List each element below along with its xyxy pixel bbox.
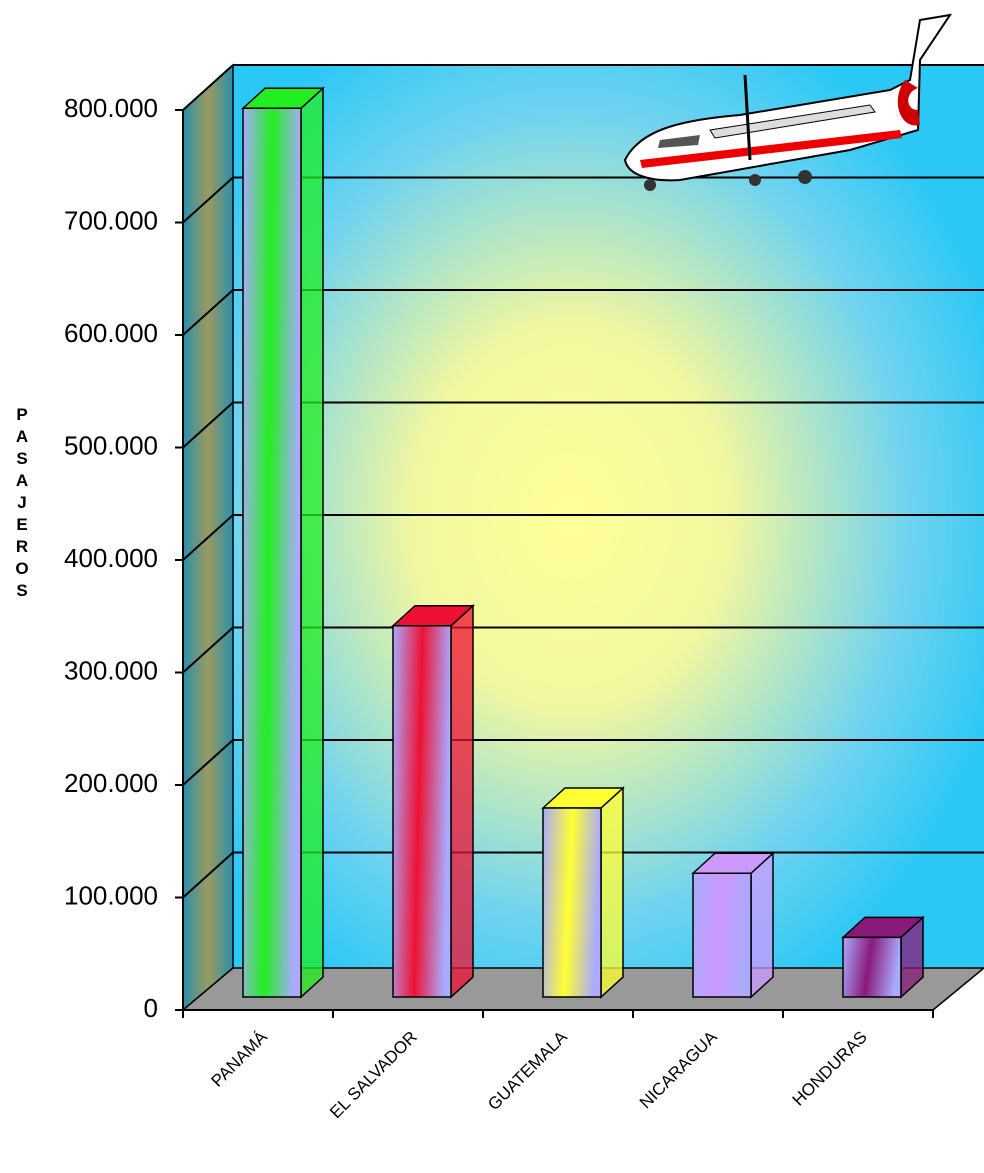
bar-side bbox=[450, 604, 474, 999]
x-tick-label: PANAMÁ bbox=[208, 1027, 272, 1091]
bar-side bbox=[300, 86, 324, 999]
bars bbox=[241, 86, 925, 999]
airplane bbox=[623, 13, 953, 191]
grid-line-side bbox=[182, 401, 234, 449]
bar bbox=[242, 107, 302, 998]
grid-line-side bbox=[182, 289, 234, 336]
x-tick-label: GUATEMALA bbox=[484, 1027, 571, 1114]
grid-line-side bbox=[182, 176, 234, 224]
grid-line-side bbox=[182, 851, 234, 899]
bar bbox=[542, 807, 602, 998]
grid bbox=[182, 64, 984, 899]
x-tick-label: HONDURAS bbox=[789, 1027, 871, 1109]
y-tick-label: 400.000 bbox=[64, 543, 158, 573]
y-tick-label: 600.000 bbox=[64, 318, 158, 348]
y-tick-label: 200.000 bbox=[64, 768, 158, 798]
y-tick-label: 0 bbox=[144, 993, 158, 1023]
y-tick-label: 800.000 bbox=[64, 93, 158, 123]
bar bbox=[692, 872, 752, 998]
y-tick-label: 700.000 bbox=[64, 205, 158, 235]
grid-line-side bbox=[182, 64, 234, 111]
grid-line-side bbox=[182, 626, 234, 674]
grid-line-side bbox=[182, 739, 234, 786]
bar bbox=[842, 936, 902, 998]
x-tick-label: EL SALVADOR bbox=[326, 1027, 421, 1122]
y-tick-label: 500.000 bbox=[64, 430, 158, 460]
y-axis-label: PASAJEROS bbox=[13, 405, 32, 603]
bar-side bbox=[600, 786, 624, 999]
grid-line-side bbox=[182, 514, 234, 561]
y-tick-label: 300.000 bbox=[64, 655, 158, 685]
x-tick-label: NICARAGUA bbox=[636, 1027, 721, 1112]
bar bbox=[392, 625, 452, 998]
y-tick-label: 100.000 bbox=[64, 880, 158, 910]
bar-side bbox=[750, 851, 774, 999]
